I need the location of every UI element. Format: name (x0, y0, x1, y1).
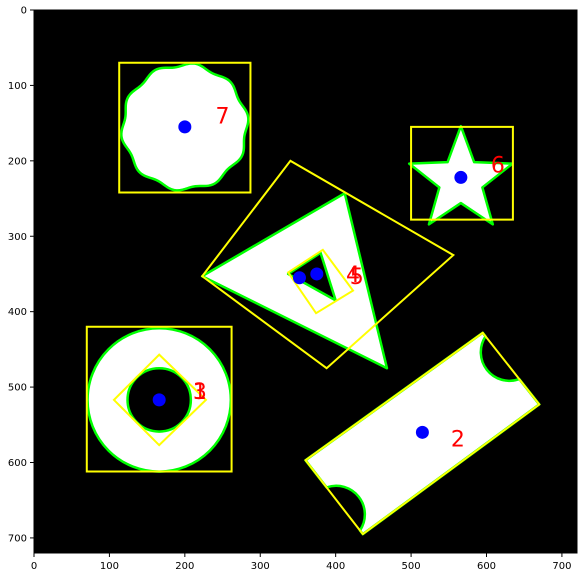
shape-label-6: 6 (491, 154, 505, 179)
bounding-box-5 (200, 159, 456, 370)
x-axis: 0 100 200 300 400 500 600 700 (31, 553, 571, 572)
bounding-box-7 (118, 61, 252, 194)
bounding-box-4 (286, 248, 355, 315)
y-tick-label: 500 (8, 383, 27, 394)
bounding-box-2 (304, 331, 541, 536)
x-tick-label: 100 (100, 561, 119, 572)
shape-label-2: 2 (451, 427, 465, 452)
shape-label-5: 5 (350, 265, 364, 290)
centroid-6 (454, 170, 468, 184)
centroid-2 (415, 425, 429, 439)
y-tick-label: 400 (8, 307, 27, 318)
centroid-3 (152, 393, 166, 407)
centroid-7 (178, 120, 192, 134)
x-tick-label: 700 (552, 561, 571, 572)
centroid-4 (310, 267, 324, 281)
y-tick-label: 100 (8, 81, 27, 92)
x-tick-label: 0 (31, 561, 37, 572)
centroid-5 (292, 271, 306, 285)
centroids-layer (152, 120, 468, 439)
y-tick-label: 200 (8, 156, 27, 167)
bounding-box-3 (85, 325, 233, 473)
shape-label-1: 1 (193, 380, 207, 405)
bounding-boxes-layer (85, 61, 541, 536)
shape-labels-layer: 7 6 54 31 2 (193, 105, 505, 453)
y-tick-label: 700 (8, 533, 27, 544)
x-tick-label: 400 (326, 561, 345, 572)
y-tick-label: 300 (8, 232, 27, 243)
axes-frame (33, 9, 578, 554)
y-tick-label: 600 (8, 458, 27, 469)
shape-label-4: 4 (346, 263, 360, 288)
x-tick-label: 200 (175, 561, 194, 572)
x-tick-label: 300 (251, 561, 270, 572)
bounding-box-6 (410, 125, 514, 221)
plot-area: 7 6 54 31 2 (34, 10, 577, 553)
x-tick-label: 600 (477, 561, 496, 572)
bounding-box-1 (112, 353, 208, 447)
y-tick-label: 0 (21, 6, 27, 17)
y-axis: 0 100 200 300 400 500 600 700 (8, 6, 34, 544)
shape-label-3: 3 (193, 380, 207, 405)
shape-label-7: 7 (216, 105, 230, 130)
x-tick-label: 500 (402, 561, 421, 572)
